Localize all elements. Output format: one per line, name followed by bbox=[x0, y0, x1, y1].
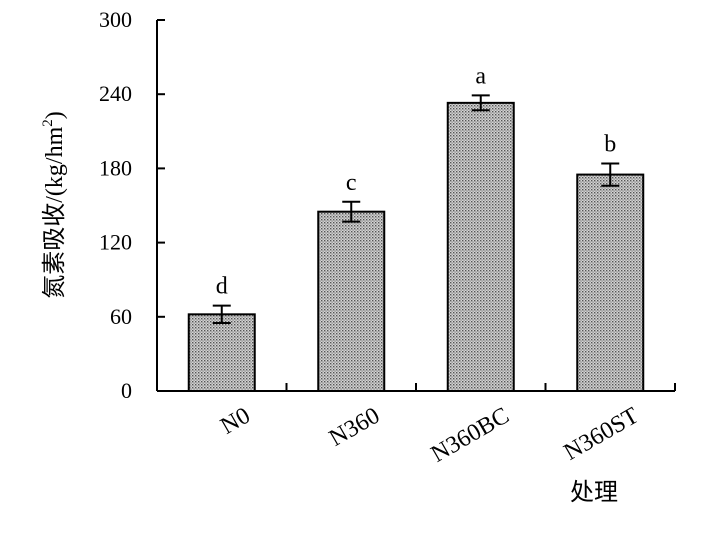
y-tick-label: 240 bbox=[99, 81, 132, 106]
category-label: N360ST bbox=[560, 403, 644, 466]
y-tick-label: 120 bbox=[99, 230, 132, 255]
bar-n360bc bbox=[446, 101, 515, 393]
error-bar bbox=[601, 162, 620, 187]
significance-label: d bbox=[216, 274, 228, 300]
bar-n360 bbox=[317, 210, 386, 392]
category-label: N360BC bbox=[427, 403, 514, 468]
significance-label: b bbox=[604, 131, 616, 157]
error-bar bbox=[471, 94, 490, 112]
y-tick-label: 60 bbox=[110, 304, 132, 329]
y-axis-title: 氮素吸收/(kg/hm2) bbox=[40, 111, 68, 299]
x-tick-group bbox=[285, 383, 676, 391]
bar-n0 bbox=[187, 313, 256, 392]
y-axis-title-main: 氮素吸收/(kg/hm bbox=[41, 126, 68, 298]
bar-group: d c a b bbox=[187, 63, 645, 393]
y-axis-title-superscript: 2 bbox=[40, 119, 56, 127]
bar-n360st bbox=[576, 173, 645, 392]
y-tick-label: 300 bbox=[99, 7, 132, 32]
y-axis-title-suffix: ) bbox=[42, 111, 68, 119]
y-tick-group: 0 60 120 180 240 300 bbox=[99, 7, 165, 403]
error-bar bbox=[212, 304, 231, 324]
category-label: N0 bbox=[216, 403, 254, 440]
category-label: N360 bbox=[325, 403, 384, 452]
significance-label: a bbox=[475, 63, 486, 89]
y-tick-label: 180 bbox=[99, 155, 132, 180]
x-axis-title: 处理 bbox=[570, 479, 618, 506]
y-tick-label: 0 bbox=[121, 378, 132, 403]
error-bar bbox=[342, 200, 361, 223]
category-label-group: N0 N360 N360BC N360ST bbox=[216, 403, 643, 468]
significance-label: c bbox=[346, 170, 357, 196]
